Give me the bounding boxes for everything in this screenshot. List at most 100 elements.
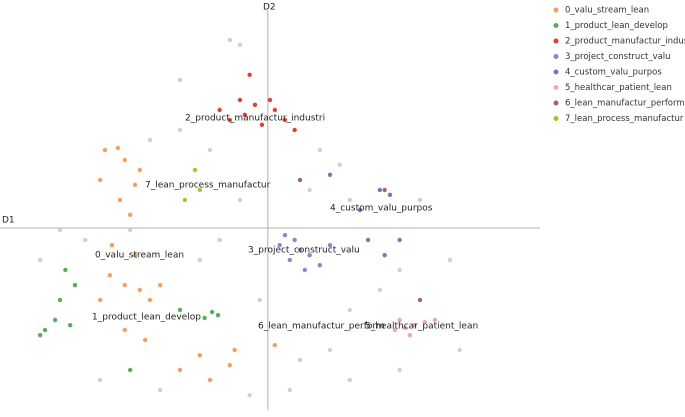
- point: [412, 323, 417, 328]
- point: [232, 347, 237, 353]
- point: [192, 167, 198, 173]
- point: [307, 253, 312, 258]
- point: [307, 187, 312, 193]
- point: [257, 297, 263, 303]
- point: [132, 182, 138, 187]
- legend-label: 7_lean_process_manufactur: [565, 114, 684, 124]
- point: [82, 237, 88, 243]
- point: [207, 147, 213, 153]
- point: [237, 42, 243, 47]
- point: [142, 337, 148, 343]
- point: [327, 347, 333, 353]
- point: [417, 297, 423, 303]
- point: [282, 117, 288, 123]
- point: [217, 237, 222, 243]
- legend-marker: [553, 100, 559, 106]
- legend-label: 6_lean_manufactur_perform: [565, 99, 685, 109]
- point: [197, 257, 203, 263]
- point: [247, 393, 252, 398]
- point: [57, 297, 63, 303]
- point: [277, 243, 282, 248]
- point: [122, 157, 128, 163]
- point: [197, 187, 203, 193]
- legend-label: 2_product_manufactur_industri: [565, 37, 685, 47]
- point: [227, 37, 233, 43]
- point: [177, 307, 183, 313]
- point: [132, 253, 138, 258]
- legend-marker: [553, 54, 559, 59]
- point: [402, 325, 408, 331]
- point: [327, 172, 333, 177]
- point: [282, 233, 288, 238]
- cluster-label: 2_product_manufactur_industri: [185, 114, 325, 124]
- point: [117, 197, 123, 203]
- point: [432, 317, 438, 323]
- legend-label: 0_valu_stream_lean: [565, 6, 649, 16]
- point: [347, 377, 353, 383]
- cluster-label: 6_lean_manufactur_perform: [258, 322, 385, 332]
- cluster-label: 3_project_construct_valu: [248, 246, 360, 256]
- point: [377, 287, 383, 293]
- point: [387, 192, 393, 197]
- point: [397, 237, 402, 243]
- point: [237, 97, 243, 103]
- point: [109, 243, 115, 248]
- point: [292, 127, 297, 133]
- point: [272, 107, 278, 113]
- point: [457, 347, 462, 353]
- point: [347, 197, 353, 203]
- point: [382, 187, 387, 193]
- point: [37, 257, 43, 263]
- x-axis-label: D1: [2, 216, 15, 226]
- point: [422, 319, 428, 325]
- legend-label: 1_product_lean_develop: [565, 21, 668, 31]
- point: [137, 287, 143, 293]
- y-axis-label: D2: [263, 3, 276, 13]
- point: [52, 317, 58, 323]
- point: [122, 283, 128, 288]
- point: [107, 273, 113, 278]
- point: [147, 297, 153, 303]
- point: [182, 197, 188, 203]
- point: [417, 197, 423, 203]
- point: [327, 243, 333, 248]
- legend-marker: [553, 85, 559, 90]
- point: [215, 313, 221, 318]
- point: [177, 77, 183, 83]
- point: [365, 237, 371, 243]
- point: [302, 267, 308, 273]
- cluster-label: 1_product_lean_develop: [92, 313, 201, 323]
- legend-marker: [553, 116, 559, 121]
- point: [259, 122, 265, 128]
- point: [237, 197, 243, 203]
- point: [397, 267, 402, 273]
- point: [97, 297, 103, 303]
- point: [357, 207, 363, 213]
- point: [407, 333, 413, 338]
- point: [247, 72, 252, 78]
- point: [292, 237, 297, 243]
- point: [37, 333, 43, 338]
- point: [272, 343, 278, 348]
- point: [177, 127, 183, 133]
- cluster-label: 4_custom_valu_purpos: [330, 204, 433, 214]
- point: [267, 97, 273, 103]
- point: [227, 363, 233, 368]
- legend-label: 4_custom_valu_purpos: [565, 68, 662, 78]
- point: [209, 309, 215, 315]
- legend-marker: [553, 38, 559, 44]
- point: [115, 145, 121, 151]
- point: [67, 323, 73, 328]
- point: [137, 167, 143, 173]
- point: [63, 267, 68, 273]
- point: [177, 367, 183, 373]
- point: [252, 102, 258, 108]
- point: [227, 117, 233, 123]
- legend-marker: [553, 7, 559, 13]
- point: [207, 377, 213, 383]
- point: [97, 177, 103, 183]
- point: [392, 327, 398, 333]
- point: [347, 307, 353, 313]
- point: [297, 247, 303, 253]
